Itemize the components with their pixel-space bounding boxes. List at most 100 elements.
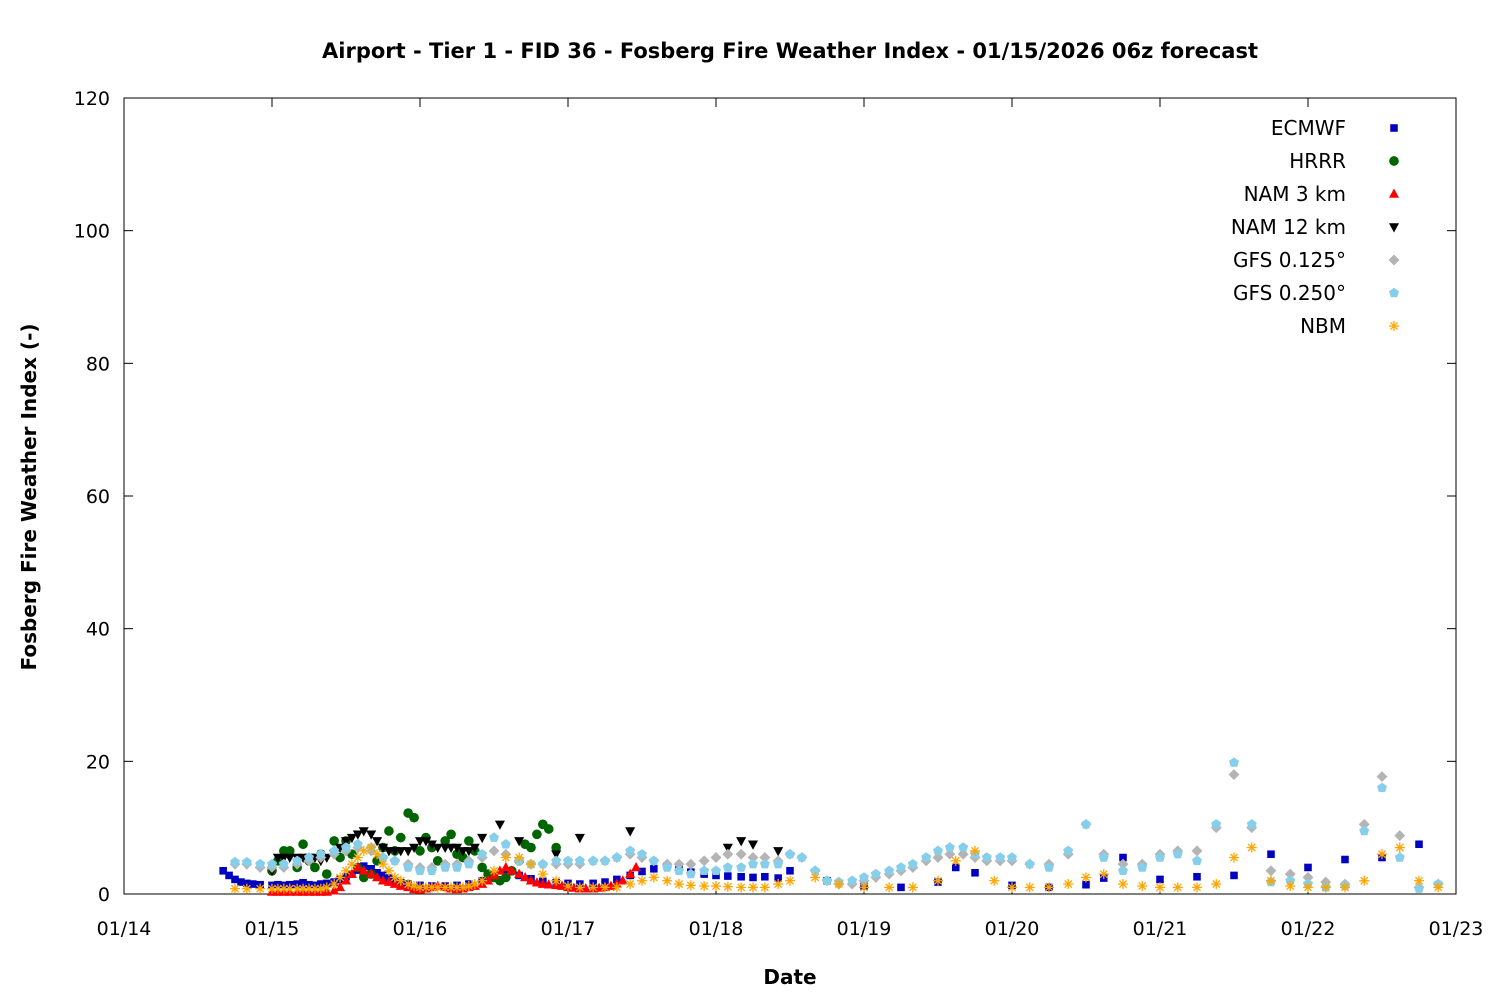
point-nbm — [685, 880, 696, 891]
asterisk-stroke — [1081, 873, 1091, 882]
legend-marker — [1390, 124, 1398, 132]
point-gfs-0-250 — [699, 865, 710, 875]
point-nbm — [1246, 842, 1257, 853]
point-nbm — [383, 865, 394, 876]
point-ecmwf — [774, 874, 782, 882]
asterisk-stroke — [1118, 880, 1128, 889]
asterisk-stroke — [359, 846, 368, 855]
asterisk-stroke — [737, 883, 746, 892]
asterisk-stroke — [478, 876, 487, 885]
point-gfs-0-250 — [796, 852, 807, 862]
asterisk-stroke — [515, 853, 524, 862]
point-ecmwf — [897, 883, 905, 892]
point-nam-12-km — [366, 830, 377, 840]
point-gfs-0-250 — [685, 868, 696, 879]
point-nam-12-km — [409, 843, 420, 854]
legend-label: NBM — [1300, 314, 1346, 338]
point-gfs-0-250 — [230, 856, 240, 867]
point-nam-12-km — [284, 853, 295, 863]
point-nbm — [514, 852, 525, 863]
point-hrrr — [477, 862, 487, 873]
x-tick-label: 01/23 — [1429, 918, 1484, 940]
point-gfs-0-250 — [352, 839, 363, 849]
y-tick-label: 100 — [74, 221, 110, 243]
point-nbm — [736, 882, 747, 893]
asterisk-stroke — [760, 883, 769, 892]
point-gfs-0-250 — [637, 849, 647, 859]
point-gfs-0-250 — [662, 862, 673, 872]
point-nbm — [784, 875, 796, 886]
point-gfs-0-250 — [489, 832, 499, 842]
point-hrrr — [358, 872, 369, 883]
asterisk-stroke — [390, 873, 399, 882]
point-nbm — [272, 883, 283, 894]
point-gfs-0-250 — [563, 855, 573, 866]
point-nbm — [372, 849, 383, 860]
x-tick-label: 01/20 — [985, 918, 1040, 940]
asterisk-stroke — [674, 880, 684, 889]
point-nam-3-km — [346, 868, 357, 878]
point-ecmwf — [1304, 863, 1312, 872]
asterisk-stroke — [1155, 883, 1165, 892]
asterisk-stroke — [970, 846, 980, 855]
point-hrrr — [329, 836, 339, 846]
point-nbm — [329, 879, 340, 890]
point-gfs-0-250 — [1359, 825, 1370, 836]
asterisk-stroke — [626, 880, 635, 889]
point-nbm — [1265, 875, 1277, 886]
asterisk-stroke — [589, 883, 598, 892]
point-ecmwf — [237, 878, 245, 886]
point-nbm — [395, 875, 406, 886]
point-nam-3-km — [335, 881, 346, 892]
point-gfs-0-125 — [1358, 818, 1370, 830]
asterisk-stroke — [1434, 883, 1443, 892]
point-nbm — [377, 859, 389, 870]
point-gfs-0-250 — [1118, 865, 1128, 875]
point-gfs-0-125 — [759, 852, 771, 863]
asterisk-stroke — [575, 883, 584, 892]
point-nam-12-km — [377, 843, 389, 854]
asterisk-stroke — [396, 876, 405, 885]
asterisk-stroke — [279, 884, 288, 893]
point-gfs-0-250 — [1063, 845, 1074, 856]
point-gfs-0-250 — [477, 849, 488, 859]
asterisk-stroke — [1266, 876, 1276, 885]
x-tick-label: 01/19 — [837, 918, 892, 940]
point-nam-12-km — [551, 850, 562, 860]
series-gfs-0-250 — [230, 757, 1444, 893]
point-nam-3-km — [329, 885, 340, 895]
point-gfs-0-250 — [426, 865, 437, 875]
point-gfs-0-250 — [329, 845, 340, 856]
point-ecmwf — [243, 879, 251, 888]
legend-label: NAM 3 km — [1244, 182, 1346, 206]
point-gfs-0-250 — [588, 855, 599, 866]
point-gfs-0-125 — [1376, 771, 1388, 783]
point-nbm — [477, 875, 488, 886]
asterisk-stroke — [367, 843, 376, 852]
point-nbm — [440, 882, 451, 893]
point-nbm — [1359, 875, 1370, 886]
point-gfs-0-250 — [1098, 852, 1109, 862]
point-nbm — [884, 882, 895, 893]
asterisk-stroke — [649, 873, 658, 882]
point-nam-3-km — [366, 868, 377, 878]
point-nbm — [1320, 882, 1331, 893]
point-nbm — [950, 855, 961, 866]
point-ecmwf — [1415, 840, 1423, 849]
point-nbm — [833, 879, 844, 890]
point-nam-12-km — [372, 837, 383, 847]
y-tick-label: 60 — [86, 486, 110, 508]
asterisk-stroke — [293, 884, 302, 893]
asterisk-stroke — [415, 883, 425, 892]
point-ecmwf — [724, 872, 732, 880]
asterisk-stroke — [441, 883, 450, 892]
asterisk-stroke — [452, 883, 462, 892]
asterisk-stroke — [273, 884, 282, 893]
point-ecmwf — [1230, 871, 1238, 880]
asterisk-stroke — [1173, 883, 1182, 892]
point-ecmwf — [951, 863, 960, 872]
asterisk-stroke — [1389, 321, 1399, 331]
asterisk-stroke — [378, 860, 388, 869]
y-tick-label: 120 — [74, 88, 110, 110]
